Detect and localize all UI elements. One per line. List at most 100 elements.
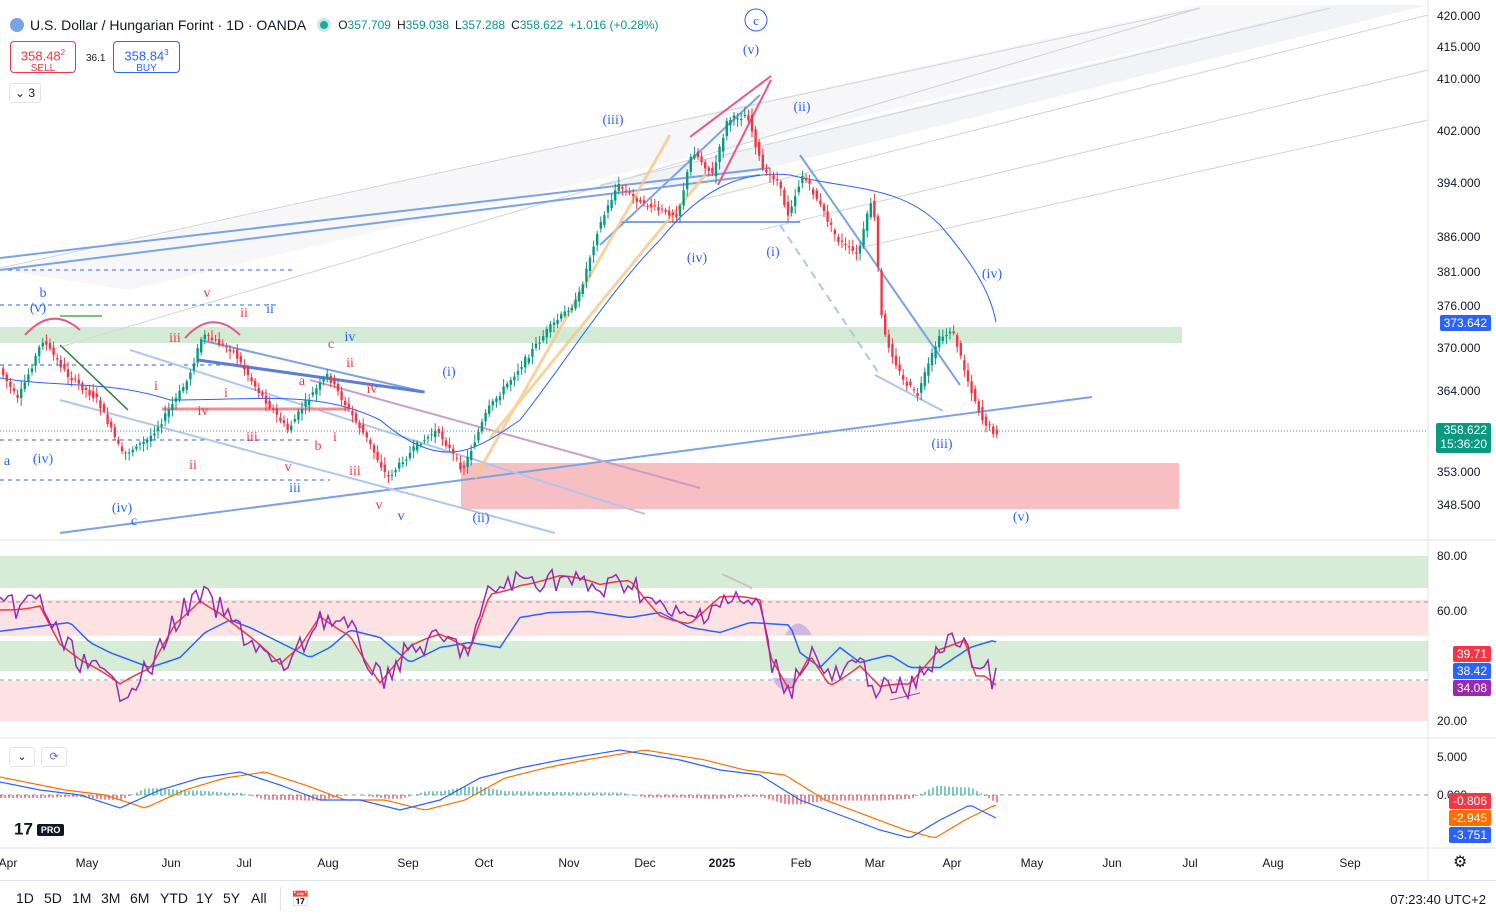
macd-bar [636,795,638,796]
candle-body [412,446,414,451]
macd-bar [516,791,518,795]
macd-bar [232,793,234,795]
chevron-down-icon[interactable]: ⌄ [9,747,35,767]
price-tick: 415.000 [1437,40,1481,54]
sell-button[interactable]: 358.482 SELL [10,41,76,73]
candle-body [729,120,731,125]
candle-body [632,194,634,196]
macd-bar [136,792,138,795]
sync-icon[interactable]: ⟳ [41,747,67,767]
timeframe-1d[interactable]: 1D [16,890,34,906]
candle-body [24,382,26,389]
macd-bar [688,795,690,798]
candle-body [686,172,688,189]
candle-body [52,348,54,355]
candle-body [474,442,476,446]
macd-bar [432,791,434,795]
candle-body [171,404,173,410]
symbol-title[interactable]: U.S. Dollar / Hungarian Forint · 1D · OA… [30,17,306,33]
macd-bar [720,795,722,799]
timeframe-all[interactable]: All [251,890,267,906]
macd-bar [4,795,6,798]
price-tick: 386.000 [1437,230,1481,244]
rsi-ma-fast-label: 39.71 [1453,646,1491,662]
candle-body [164,413,166,421]
macd-bar [756,795,758,797]
macd-bar [20,795,22,798]
macd-bar [672,795,674,798]
candle-body [801,176,803,183]
macd-bar [228,793,230,795]
symbol-header[interactable]: U.S. Dollar / Hungarian Forint · 1D · OA… [10,15,659,35]
timeframe-5y[interactable]: 5Y [223,890,240,906]
candle-body [232,351,234,352]
buy-button[interactable]: 358.843 BUY [113,41,180,73]
macd-bar [24,795,26,798]
candle-body [45,341,47,345]
macd-bar [968,788,970,796]
timeframe-ytd[interactable]: YTD [160,890,188,906]
candle-body [909,382,911,386]
candle-body [481,422,483,431]
macd-bar [424,792,426,795]
time-tick: Apr [943,856,962,870]
macd-bar [728,795,730,798]
candle-body [340,391,342,400]
timeframe-3m[interactable]: 3M [101,890,120,906]
macd-bar [708,795,710,799]
timeframe-1m[interactable]: 1M [72,890,91,906]
candle-body [128,452,130,453]
price-tick: 394.000 [1437,176,1481,190]
wave-label: a [299,374,306,389]
time-tick: Jun [1102,856,1121,870]
timeframe-6m[interactable]: 6M [130,890,149,906]
candle-body [355,413,357,421]
candle-body [175,398,177,402]
wave-label: (v) [743,43,760,58]
candle-body [934,346,936,358]
timeframe-1y[interactable]: 1Y [196,890,213,906]
candle-body [942,337,944,341]
macd-bar [896,795,898,800]
candle-body [978,401,980,411]
time-tick: Jul [236,856,251,870]
indicators-collapse-button[interactable]: ⌄ 3 [9,83,41,103]
candle-body [798,187,800,193]
macd-bar [128,795,130,796]
wave-label: (iv) [687,251,708,266]
candle-body [751,115,753,132]
wave-label: ii [240,306,248,321]
candle-body [74,378,76,379]
market-status-icon[interactable] [320,21,328,29]
candle-body [679,206,681,216]
wave-label: ii [346,356,354,371]
rsi-tick: 80.00 [1437,549,1467,563]
macd-bar [940,786,942,795]
wave-label: iv [198,404,209,419]
timeframe-5d[interactable]: 5D [44,890,62,906]
macd-bar [836,795,838,801]
macd-bar [976,791,978,795]
macd-bar [716,795,718,799]
date-range-icon[interactable]: 📅 [291,890,310,908]
candle-body [394,470,396,472]
macd-bar [832,795,834,801]
macd-bar [144,789,146,795]
rsi-label: 34.08 [1453,680,1491,696]
wave-label: v [285,460,292,475]
time-tick: Jun [161,856,180,870]
clock[interactable]: 07:23:40 UTC+2 [1390,892,1486,907]
candle-body [380,462,382,468]
wave-label: i [333,430,337,445]
settings-icon[interactable]: ⚙ [1453,855,1469,871]
macd-bar [628,794,630,795]
macd-bar [588,793,590,796]
candle-body [178,391,180,400]
chart-canvas[interactable]: (v)b(iii)(ii)(v)(iv)(i)(iv)(i)(iii)(v)(i… [0,0,1496,880]
macd-bar [980,794,982,796]
macd-bar [392,795,394,799]
candle-body [506,384,508,387]
